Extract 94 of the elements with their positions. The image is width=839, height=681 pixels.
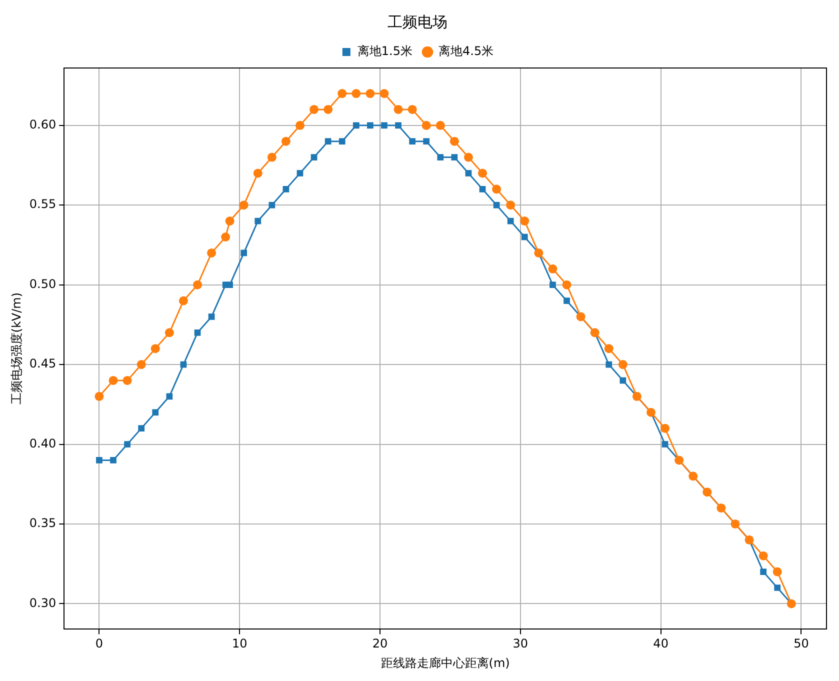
point [450,136,459,146]
point [152,409,159,416]
x-tick-label: 50 [794,636,809,651]
point [506,200,516,210]
point [193,280,202,290]
point [380,89,389,98]
point [136,360,146,370]
point [268,202,276,208]
point [110,457,116,464]
point [96,457,102,464]
point [662,441,668,448]
point [409,138,416,145]
point [408,104,417,114]
point [94,392,104,401]
x-tick-label: 20 [372,636,388,651]
point [253,168,262,178]
point [772,567,782,576]
point [437,154,444,160]
point [267,152,276,162]
point [492,184,502,194]
y-tick-label: 0.45 [29,356,56,371]
point [296,170,304,176]
point [221,232,230,242]
point [366,89,375,98]
point [108,376,118,385]
point [281,136,290,146]
point [207,248,216,258]
point [451,154,458,160]
point [618,360,628,370]
point [381,122,388,129]
y-tick-label: 0.40 [29,436,56,450]
chart-title: 工频电场 [388,12,448,31]
point [240,250,248,256]
point [324,104,333,114]
legend-label: 离地1.5米 [357,44,413,58]
point [138,425,145,432]
point [606,361,612,368]
x-axis-title: 距线路走廊中心距离(m) [380,656,510,670]
point [164,328,174,338]
y-tick-label: 0.60 [29,118,56,132]
point [422,120,431,130]
point [620,377,626,384]
point [124,441,130,448]
point [282,186,290,192]
y-axis-title: 工频电场强度(kV/m) [9,292,24,405]
point [239,200,248,210]
point [604,344,614,354]
x-tick-label: 10 [232,636,248,651]
point [493,202,500,208]
point [178,296,188,306]
point [324,138,332,145]
point [338,138,346,145]
point [465,170,472,176]
point [122,376,132,385]
y-tick-label: 0.50 [29,276,56,291]
point [338,89,347,98]
point [520,216,530,226]
x-tick-label: 0 [95,636,104,651]
point [562,280,572,290]
point [521,234,528,240]
point [479,186,486,192]
point [423,138,430,145]
x-tick-label: 40 [653,636,668,651]
point [352,122,360,129]
point [550,282,556,288]
point [464,152,473,162]
point [507,218,514,224]
point [295,120,304,130]
point [774,584,781,591]
point [564,298,570,304]
point [226,282,233,288]
point [310,104,319,114]
y-tick-label: 0.55 [29,197,56,212]
y-tick-label: 0.35 [29,516,56,530]
legend-label: 离地4.5米 [438,44,494,58]
point [760,568,766,575]
point [225,216,234,226]
point [758,551,768,560]
point [478,168,488,178]
point [436,120,445,130]
y-tick-label: 0.30 [29,596,56,610]
point [394,104,403,114]
point [194,329,201,336]
point [254,218,262,224]
point [166,393,173,400]
point [150,344,160,354]
point [367,122,374,129]
x-tick-label: 30 [512,636,528,651]
point [208,314,215,320]
point [395,122,402,129]
point [310,154,318,160]
point [548,264,558,274]
point [352,89,361,98]
point [660,424,670,433]
